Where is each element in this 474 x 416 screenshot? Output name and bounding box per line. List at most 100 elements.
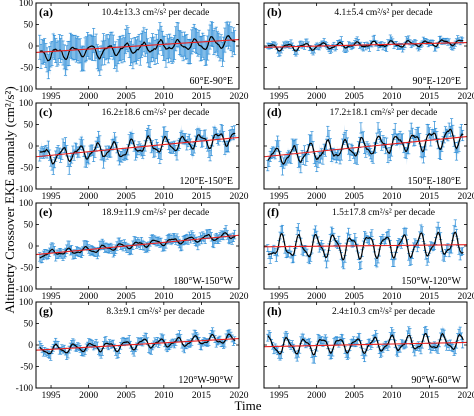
panel-h: 1995 2000 2005 2010 2015 2020 (h) 2.4±10.3 cm²/… [263, 301, 474, 401]
y-tick-label: -50 [20, 164, 33, 174]
x-tick-label: 2020 [458, 391, 474, 401]
y-tick-label: 50 [24, 121, 34, 131]
panel-label: (d) [267, 105, 282, 119]
y-tick-label: -100 [16, 85, 34, 95]
panels: -100 -50 0 50 100 1995 2000 2005 2010 2015 2020 (a)… [16, 0, 474, 401]
panel-label: (a) [39, 5, 53, 19]
x-tick-label: 2010 [382, 192, 401, 202]
x-tick-label: 2000 [307, 292, 326, 302]
trend-annotation: 1.5±17.8 cm²/s² per decade [332, 208, 435, 218]
panel-label: (e) [39, 205, 52, 219]
eke-series-line [39, 232, 236, 259]
plot-area [264, 219, 467, 270]
region-label: 150°W-120°W [401, 276, 461, 287]
x-tick-label: 2000 [307, 192, 326, 202]
plot-area [36, 124, 239, 175]
y-tick-label: 100 [19, 0, 34, 9]
trend-annotation: 2.4±10.3 cm²/s² per decade [332, 307, 435, 317]
y-tick-label: 0 [28, 341, 33, 351]
x-tick-label: 2005 [117, 391, 136, 401]
x-tick-label: 2020 [458, 192, 474, 202]
y-tick-label: -100 [16, 285, 34, 295]
x-tick-label: 2005 [117, 292, 136, 302]
trend-annotation: 17.2±18.1 cm²/s² per decade [330, 108, 438, 118]
panel-a: -100 -50 0 50 100 1995 2000 2005 2010 2015 2020 (a)… [16, 0, 249, 102]
linear-trend-line [264, 42, 467, 48]
panel-label: (c) [39, 105, 52, 119]
x-tick-label: 2010 [382, 391, 401, 401]
linear-trend-line [264, 341, 467, 348]
plot-area [264, 34, 467, 57]
y-tick-label: 50 [24, 221, 34, 231]
region-label: 150°E-180°E [407, 176, 461, 187]
y-tick-label: -50 [20, 64, 33, 74]
x-tick-label: 1995 [270, 192, 289, 202]
x-tick-label: 2015 [420, 192, 439, 202]
x-tick-label: 2005 [117, 192, 136, 202]
panel-g: -100 -50 0 50 100 1995 2000 2005 2010 2015 2020 (g)… [16, 298, 249, 401]
eke-series-line [267, 231, 464, 261]
y-tick-label: 0 [28, 42, 33, 52]
x-tick-label: 1995 [42, 292, 61, 302]
region-label: 120°E-150°E [179, 176, 233, 187]
trend-annotation: 18.9±11.9 cm²/s² per decade [102, 208, 209, 218]
x-tick-label: 1995 [270, 391, 289, 401]
x-tick-label: 2015 [192, 192, 211, 202]
y-axis-label: Altimetry Crossover EKE anomaly (cm²/s²) [2, 86, 17, 313]
plot-area [264, 324, 467, 364]
x-tick-label: 2020 [230, 292, 249, 302]
plot-area [264, 118, 467, 176]
x-tick-label: 1995 [42, 92, 61, 102]
panel-d: 1995 2000 2005 2010 2015 2020 (d) 17.2±18.1 cm²… [263, 102, 474, 202]
x-tick-label: 2010 [154, 92, 173, 102]
x-tick-label: 2010 [154, 391, 173, 401]
x-tick-label: 2000 [79, 92, 98, 102]
panel-label: (h) [267, 304, 282, 318]
x-tick-label: 2015 [192, 292, 211, 302]
region-label: 60°E-90°E [189, 76, 233, 87]
panel-c: -100 -50 0 50 100 1995 2000 2005 2010 2015 2020 (c)… [16, 99, 249, 202]
trend-annotation: 10.4±13.3 cm²/s² per decade [102, 8, 210, 18]
panel-f: 1995 2000 2005 2010 2015 2020 (f) 1.5±17.8 cm²/… [263, 202, 474, 302]
x-tick-label: 1995 [270, 92, 289, 102]
y-tick-label: 100 [19, 199, 34, 209]
x-tick-label: 2015 [420, 391, 439, 401]
x-tick-label: 2005 [345, 292, 364, 302]
x-tick-label: 2010 [154, 192, 173, 202]
x-tick-label: 2005 [345, 391, 364, 401]
x-tick-label: 2020 [230, 391, 249, 401]
linear-trend-line [264, 244, 467, 248]
y-tick-label: 0 [28, 142, 33, 152]
plot-area [36, 327, 239, 361]
linear-trend-line [36, 338, 239, 351]
panel-label: (b) [267, 5, 282, 19]
x-tick-label: 2000 [79, 192, 98, 202]
x-tick-label: 1995 [270, 292, 289, 302]
region-label: 120°W-90°W [178, 375, 233, 386]
y-tick-label: 0 [28, 242, 33, 252]
x-tick-label: 1995 [42, 192, 61, 202]
x-tick-label: 2020 [458, 92, 474, 102]
y-tick-label: -50 [20, 264, 33, 274]
linear-trend-line [264, 135, 467, 158]
x-tick-label: 2000 [307, 92, 326, 102]
y-tick-label: 50 [24, 320, 34, 330]
x-tick-label: 2020 [230, 92, 249, 102]
panel-e: -100 -50 0 50 100 1995 2000 2005 2010 2015 2020 (e)… [16, 199, 249, 302]
linear-trend-line [36, 39, 239, 53]
trend-annotation: 4.1±5.4 cm²/s² per decade [334, 8, 432, 18]
eke-series-line [39, 132, 236, 165]
x-tick-label: 2005 [117, 92, 136, 102]
x-tick-label: 2000 [79, 391, 98, 401]
plot-area [36, 225, 239, 264]
y-tick-label: -100 [16, 384, 34, 394]
linear-trend-line [36, 136, 239, 158]
plot-area [36, 19, 239, 80]
x-tick-label: 2015 [420, 92, 439, 102]
x-tick-label: 2015 [192, 92, 211, 102]
panel-label: (f) [267, 205, 279, 219]
x-tick-label: 2000 [79, 292, 98, 302]
trend-annotation: 16.2±18.6 cm²/s² per decade [102, 108, 210, 118]
x-tick-label: 2000 [307, 391, 326, 401]
